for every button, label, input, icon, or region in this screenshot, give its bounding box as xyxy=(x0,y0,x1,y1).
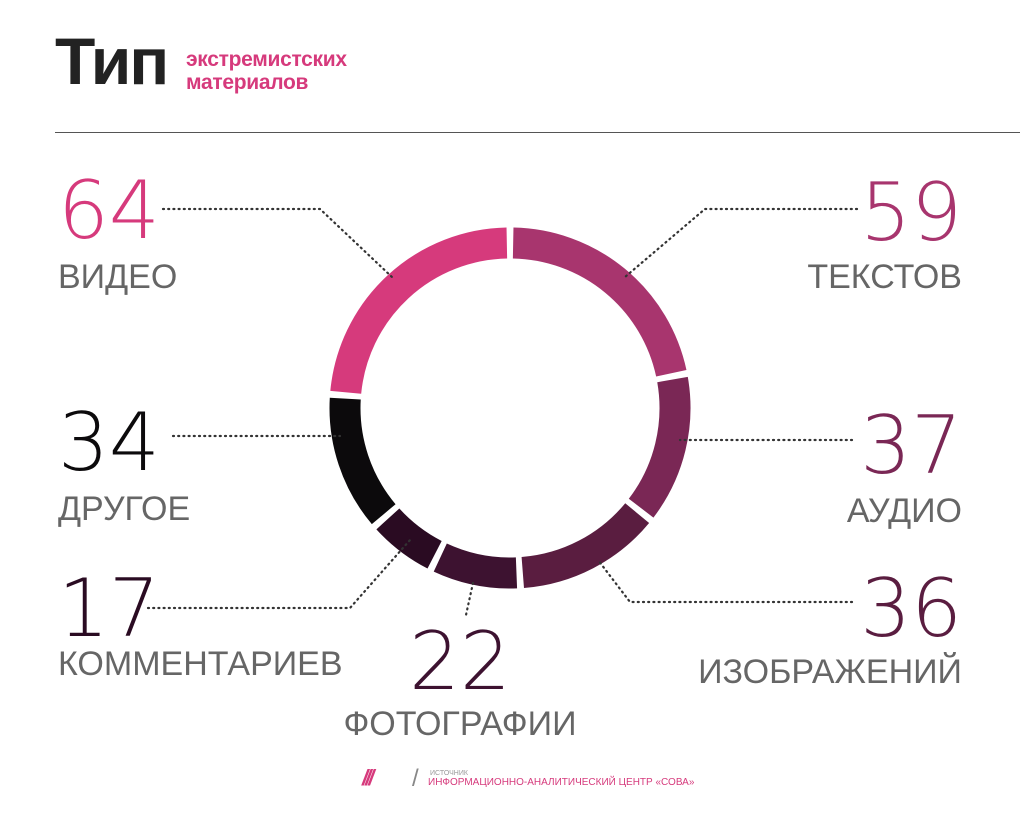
category-label-video: ВИДЕО xyxy=(58,258,177,296)
page-subtitle: экстремистских материалов xyxy=(186,48,347,94)
value-label-audio: 37 xyxy=(860,399,962,492)
value-label-video: 64 xyxy=(58,164,160,257)
category-label-photos: ФОТОГРАФИИ xyxy=(343,705,576,743)
donut-slice-video xyxy=(330,227,508,395)
donut-slice-texts xyxy=(512,227,687,377)
value-label-other: 34 xyxy=(58,396,160,489)
category-label-other: ДРУГОЕ xyxy=(58,490,190,528)
category-label-audio: АУДИО xyxy=(847,492,962,530)
value-label-images: 36 xyxy=(860,562,962,655)
donut-slice-other xyxy=(329,397,396,525)
donut-slice-images xyxy=(521,502,650,588)
source-label: ИСТОЧНИК xyxy=(430,770,468,777)
category-label-texts: ТЕКСТОВ xyxy=(807,258,962,296)
page-title: Тип xyxy=(55,24,169,98)
dozhd-logo-icon: /// xyxy=(362,765,374,790)
donut-slice-comments xyxy=(376,508,443,569)
leader-line-comments xyxy=(146,538,412,610)
leader-line-video xyxy=(161,207,395,280)
leader-line-texts xyxy=(623,207,859,279)
donut-slice-photos xyxy=(433,543,518,589)
title-divider xyxy=(55,132,1020,133)
footer-separator: / xyxy=(412,765,419,792)
value-label-photos: 22 xyxy=(409,615,511,708)
category-label-images: ИЗОБРАЖЕНИЙ xyxy=(698,653,962,691)
donut-slice-audio xyxy=(628,376,691,518)
source-text: ИНФОРМАЦИОННО-АНАЛИТИЧЕСКИЙ ЦЕНТР «СОВА» xyxy=(428,777,695,788)
value-label-texts: 59 xyxy=(860,166,962,259)
subtitle-line-2: материалов xyxy=(186,71,309,94)
category-label-comments: КОММЕНТАРИЕВ xyxy=(58,645,343,683)
leader-line-photos xyxy=(464,581,475,617)
subtitle-line-1: экстремистских xyxy=(186,48,347,71)
leader-line-images xyxy=(596,558,854,604)
value-label-comments: 17 xyxy=(58,562,160,655)
